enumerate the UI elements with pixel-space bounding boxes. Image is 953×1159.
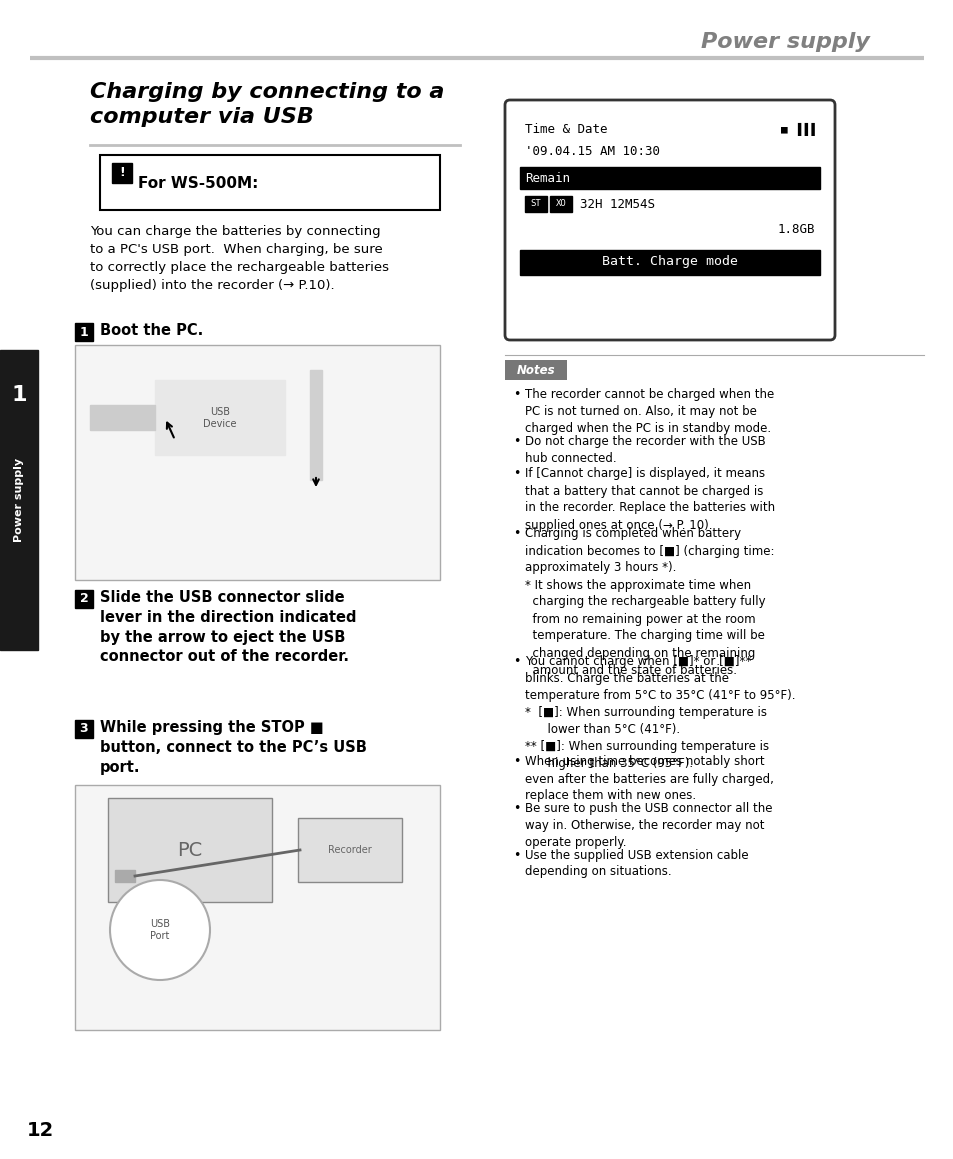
- FancyBboxPatch shape: [504, 360, 566, 380]
- Text: Power supply: Power supply: [14, 458, 24, 542]
- FancyBboxPatch shape: [100, 155, 439, 210]
- Bar: [519, 250, 820, 275]
- Bar: [115, 870, 135, 882]
- Text: Power supply: Power supply: [700, 32, 869, 52]
- Text: 3: 3: [80, 722, 89, 736]
- Bar: [524, 196, 546, 212]
- Text: 1.8GB: 1.8GB: [777, 223, 814, 236]
- Text: Remain: Remain: [524, 172, 569, 184]
- Bar: [90, 404, 154, 430]
- Text: Boot the PC.: Boot the PC.: [100, 323, 203, 338]
- Text: When using time becomes notably short
even after the batteries are fully charged: When using time becomes notably short ev…: [524, 756, 773, 802]
- Text: For WS-500M:: For WS-500M:: [138, 175, 258, 190]
- FancyBboxPatch shape: [504, 100, 834, 340]
- Text: •: •: [513, 655, 519, 668]
- Text: Use the supplied USB extension cable
depending on situations.: Use the supplied USB extension cable dep…: [524, 848, 748, 879]
- Text: USB
Port: USB Port: [150, 919, 170, 941]
- Text: PC: PC: [177, 840, 202, 860]
- Text: ■ ▐▐▐: ■ ▐▐▐: [781, 123, 814, 136]
- Text: •: •: [513, 756, 519, 768]
- Text: XO: XO: [555, 199, 566, 209]
- Text: Time & Date: Time & Date: [524, 123, 607, 136]
- Bar: [154, 380, 285, 455]
- Bar: [310, 370, 322, 480]
- Text: 2: 2: [79, 592, 89, 605]
- Text: If [Cannot charge] is displayed, it means
that a battery that cannot be charged : If [Cannot charge] is displayed, it mean…: [524, 467, 774, 532]
- Text: USB
Device: USB Device: [203, 407, 236, 429]
- Text: !: !: [119, 167, 125, 180]
- Text: •: •: [513, 467, 519, 481]
- Text: Charging by connecting to a
computer via USB: Charging by connecting to a computer via…: [90, 82, 444, 126]
- Text: •: •: [513, 527, 519, 540]
- FancyBboxPatch shape: [75, 345, 439, 580]
- Text: Recorder: Recorder: [328, 845, 372, 855]
- Circle shape: [110, 880, 210, 981]
- Bar: [0, 350, 38, 650]
- Text: 12: 12: [27, 1121, 53, 1139]
- Bar: [75, 590, 92, 608]
- Text: '09.04.15 AM 10:30: '09.04.15 AM 10:30: [524, 145, 659, 158]
- Text: •: •: [513, 802, 519, 815]
- Text: ST: ST: [530, 199, 540, 209]
- Text: While pressing the STOP ■
button, connect to the PC’s USB
port.: While pressing the STOP ■ button, connec…: [100, 720, 367, 774]
- Bar: [75, 323, 92, 341]
- Text: 1: 1: [79, 326, 89, 338]
- Text: Slide the USB connector slide
lever in the direction indicated
by the arrow to e: Slide the USB connector slide lever in t…: [100, 590, 356, 664]
- Bar: [112, 163, 132, 183]
- FancyBboxPatch shape: [108, 799, 272, 902]
- Bar: [75, 720, 92, 738]
- FancyBboxPatch shape: [297, 818, 401, 882]
- Text: •: •: [513, 435, 519, 447]
- Text: 1: 1: [11, 385, 27, 404]
- FancyBboxPatch shape: [75, 785, 439, 1030]
- Text: The recorder cannot be charged when the
PC is not turned on. Also, it may not be: The recorder cannot be charged when the …: [524, 388, 774, 435]
- Text: •: •: [513, 388, 519, 401]
- Text: You cannot charge when [■]* or [■]**
blinks. Charge the batteries at the
tempera: You cannot charge when [■]* or [■]** bli…: [524, 655, 795, 770]
- Text: •: •: [513, 848, 519, 861]
- Bar: [550, 196, 572, 212]
- Text: You can charge the batteries by connecting
to a PC's USB port.  When charging, b: You can charge the batteries by connecti…: [90, 225, 389, 292]
- Text: Notes: Notes: [517, 364, 555, 377]
- Text: Batt. Charge mode: Batt. Charge mode: [601, 255, 738, 269]
- Bar: [519, 167, 820, 189]
- Text: 32H 12M54S: 32H 12M54S: [579, 197, 655, 211]
- Text: Do not charge the recorder with the USB
hub connected.: Do not charge the recorder with the USB …: [524, 435, 765, 465]
- Text: Be sure to push the USB connector all the
way in. Otherwise, the recorder may no: Be sure to push the USB connector all th…: [524, 802, 772, 850]
- Text: Charging is completed when battery
indication becomes to [■] (charging time:
app: Charging is completed when battery indic…: [524, 527, 774, 677]
